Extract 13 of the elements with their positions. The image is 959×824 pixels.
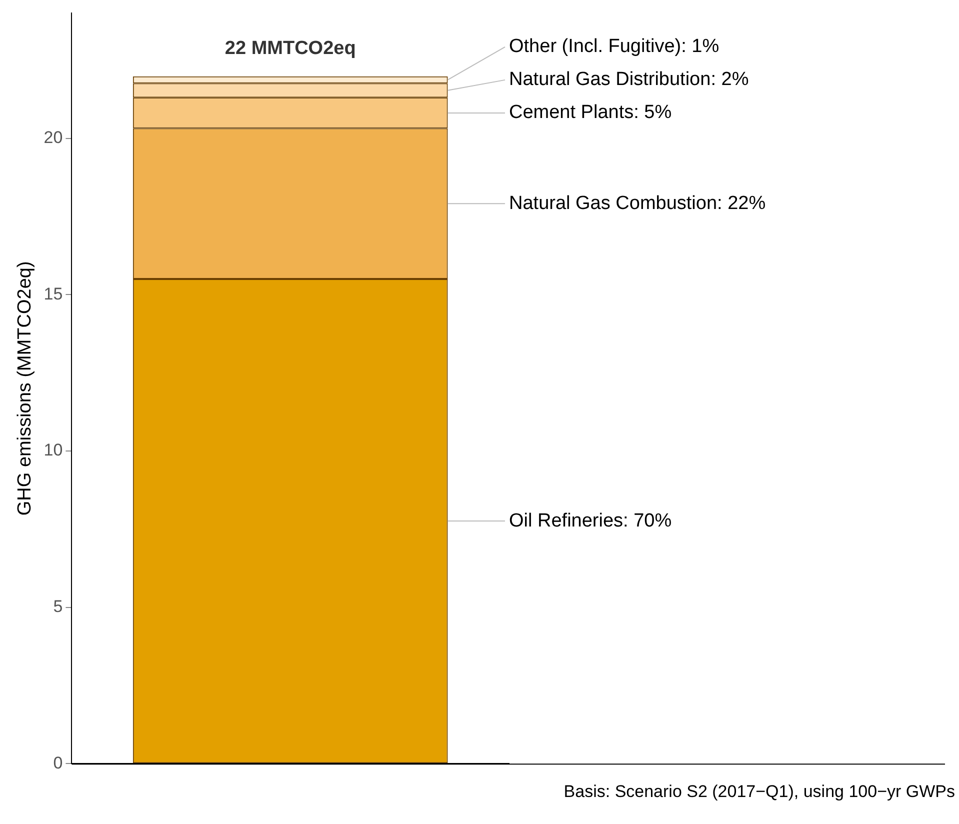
y-tick-label: 10 bbox=[44, 440, 63, 460]
text: Oil Refineries: 70% bbox=[509, 510, 672, 532]
text: Cement Plants: 5% bbox=[509, 102, 672, 124]
text: Basis: Scenario S2 (2017−Q1), using 100−yr GWPs bbox=[564, 782, 955, 801]
y-tick-label: 20 bbox=[44, 128, 63, 147]
text: Natural Gas Distribution: 2% bbox=[509, 69, 749, 90]
total-label: 22 MMTCO2eq bbox=[224, 38, 356, 60]
text: Natural Gas Combustion: 22% bbox=[509, 192, 766, 214]
y-tick-label: 5 bbox=[53, 596, 63, 616]
text: Other (Incl. Fugitive): 1% bbox=[509, 36, 720, 58]
y-axis-title: GHG emissions (MMTCO2eq) bbox=[14, 261, 36, 516]
y-tick-label: 15 bbox=[44, 284, 63, 304]
y-tick-label: 0 bbox=[53, 753, 63, 772]
